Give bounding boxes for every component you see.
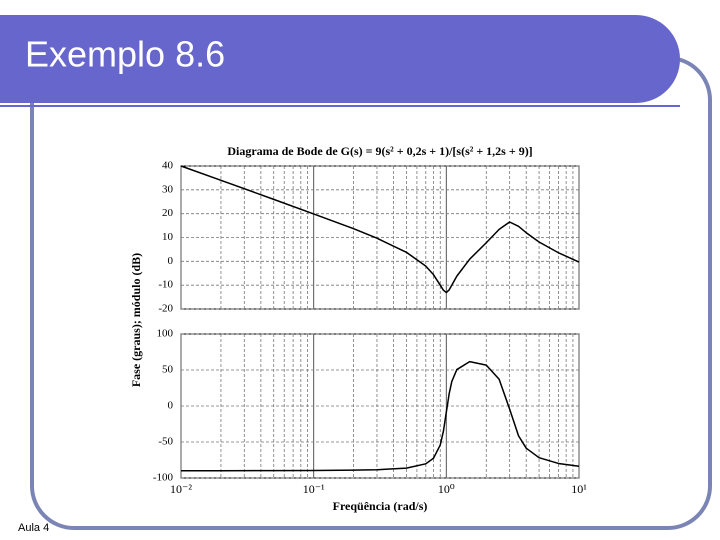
curve xyxy=(180,360,580,472)
y-tick-label: -10 xyxy=(158,279,173,291)
y-tick-label: 0 xyxy=(168,255,174,267)
curve xyxy=(180,165,580,294)
y-tick-label: -20 xyxy=(158,303,173,315)
x-axis-label: Freqüência (rad/s) xyxy=(333,499,428,513)
footer-text: Aula 4 xyxy=(18,522,49,534)
y-tick-label: 40 xyxy=(162,160,174,172)
plot-area xyxy=(180,333,580,479)
x-tick-label: 10¹ xyxy=(571,482,587,496)
header-band-left xyxy=(0,15,100,103)
header-band xyxy=(0,15,680,103)
figure-title: Diagrama de Bode de G(s) = 9(s² + 0,2s +… xyxy=(227,144,532,158)
x-tick-label: 10⁻² xyxy=(170,482,192,496)
y-tick-label: 0 xyxy=(168,400,174,412)
x-tick-label: 10⁻¹ xyxy=(303,482,325,496)
y-tick-label: -100 xyxy=(153,472,174,484)
y-tick-label: 10 xyxy=(162,231,174,243)
y-axis-label: Fase (graus); módulo (dB) xyxy=(129,253,143,387)
y-tick-label: 30 xyxy=(162,183,174,195)
y-tick-label: 100 xyxy=(157,328,174,340)
x-tick-label: 10⁰ xyxy=(438,482,455,496)
y-tick-label: -50 xyxy=(158,436,173,448)
y-tick-label: 20 xyxy=(162,207,174,219)
y-tick-label: 50 xyxy=(162,364,174,376)
slide-title: Exemplo 8.6 xyxy=(25,34,225,75)
